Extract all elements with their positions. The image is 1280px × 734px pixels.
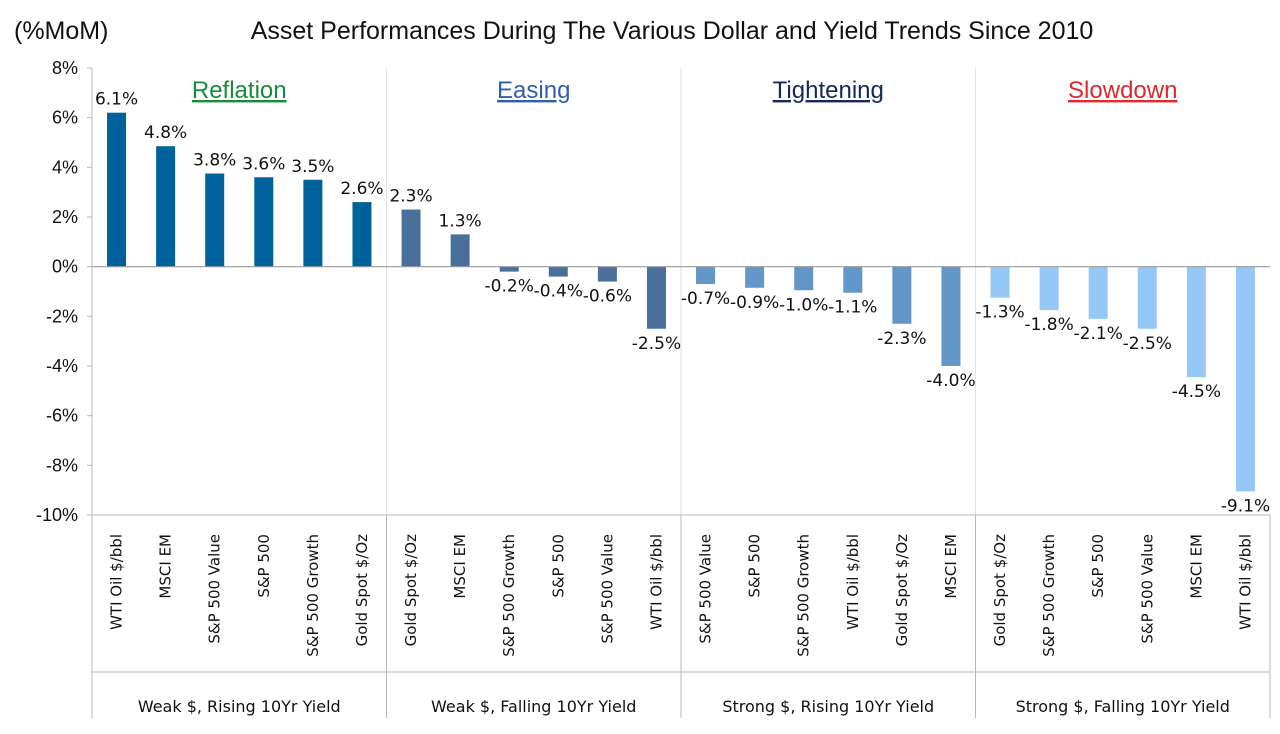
category-label: Gold Spot $/Oz — [402, 534, 420, 647]
bar — [745, 266, 765, 288]
group-label: Weak $, Falling 10Yr Yield — [431, 697, 636, 716]
data-label: -2.5% — [1123, 334, 1172, 354]
data-label: -1.1% — [828, 298, 877, 318]
y-tick-label: 0% — [52, 257, 78, 277]
data-label: -9.1% — [1221, 496, 1270, 516]
regime-title: Easing — [497, 77, 570, 104]
bars-layer — [107, 112, 1255, 492]
bar — [892, 266, 912, 324]
bar — [941, 266, 961, 366]
group-label: Strong $, Rising 10Yr Yield — [722, 697, 934, 716]
category-label: S&P 500 Growth — [500, 534, 518, 657]
category-label: MSCI EM — [1187, 534, 1205, 599]
bar — [843, 266, 863, 293]
bar — [254, 177, 274, 267]
data-label: -1.3% — [975, 303, 1024, 323]
bar — [450, 234, 470, 267]
category-label: S&P 500 — [746, 534, 764, 598]
category-label: WTI Oil $/bbl — [108, 534, 126, 630]
chart-title: Asset Performances During The Various Do… — [251, 17, 1094, 45]
y-tick-label: 6% — [52, 108, 78, 128]
bar — [156, 146, 176, 267]
data-label: -0.4% — [534, 282, 583, 302]
data-label: 3.6% — [242, 154, 285, 174]
bar — [1088, 266, 1108, 319]
group-label: Strong $, Falling 10Yr Yield — [1016, 697, 1230, 716]
category-label: MSCI EM — [157, 534, 175, 599]
category-label: S&P 500 Value — [697, 534, 715, 644]
category-label: WTI Oil $/bbl — [1236, 534, 1254, 630]
bar — [1039, 266, 1059, 311]
bar — [205, 173, 225, 267]
data-label: 4.8% — [144, 123, 187, 143]
data-label: -0.6% — [583, 287, 632, 307]
bar — [1235, 266, 1255, 492]
category-label: Gold Spot $/Oz — [991, 534, 1009, 647]
y-tick-label: 2% — [52, 207, 78, 227]
bar — [499, 266, 519, 272]
data-label: 6.1% — [95, 90, 138, 110]
y-tick-label: -2% — [46, 306, 78, 326]
category-label: S&P 500 Growth — [795, 534, 813, 657]
category-label: S&P 500 — [255, 534, 273, 598]
data-label: -2.1% — [1074, 324, 1123, 344]
y-axis-unit-label: (%MoM) — [14, 17, 108, 45]
data-label: -0.7% — [681, 289, 730, 309]
category-label: Gold Spot $/Oz — [893, 534, 911, 647]
data-label: -2.5% — [632, 334, 681, 354]
data-label: -2.3% — [877, 329, 926, 349]
category-label: S&P 500 Growth — [1040, 534, 1058, 657]
category-label: S&P 500 Value — [598, 534, 616, 644]
data-label: -4.5% — [1172, 382, 1221, 402]
bar — [548, 266, 568, 277]
bar — [696, 266, 716, 285]
bar — [597, 266, 617, 282]
regime-title: Slowdown — [1068, 77, 1177, 104]
data-label: -1.0% — [779, 295, 828, 315]
data-label: -1.8% — [1024, 315, 1073, 335]
data-label: -0.9% — [730, 293, 779, 313]
y-tick-label: -4% — [46, 356, 78, 376]
y-tick-label: -10% — [36, 505, 78, 525]
bar — [401, 209, 421, 267]
axis-layer: 8% 6% 4% 2% 0% -2% -4% -6% -8% -10% Weak $, Rising… — [36, 58, 1271, 718]
y-tick-label: -8% — [46, 455, 78, 475]
category-label: S&P 500 Growth — [304, 534, 322, 657]
bar — [303, 179, 323, 267]
regime-title: Reflation — [192, 77, 287, 104]
regime-title: Tightening — [773, 77, 884, 104]
data-labels-layer: Reflation 6.1% 4.8% 3.8% 3.6% 3.5% 2.6% Easing 2… — [95, 77, 1270, 516]
data-label: 3.5% — [291, 157, 334, 177]
category-label: WTI Oil $/bbl — [647, 534, 665, 630]
y-tick-label: -6% — [46, 406, 78, 426]
data-label: -0.2% — [485, 277, 534, 297]
category-label: S&P 500 — [549, 534, 567, 598]
category-label: S&P 500 — [1089, 534, 1107, 598]
data-label: 3.8% — [193, 151, 236, 171]
y-tick-label: 8% — [52, 58, 78, 78]
category-label: Gold Spot $/Oz — [353, 534, 371, 647]
category-label: S&P 500 Value — [206, 534, 224, 644]
data-label: -4.0% — [926, 371, 975, 391]
bar — [990, 266, 1010, 298]
group-label: Weak $, Rising 10Yr Yield — [138, 697, 341, 716]
category-label: S&P 500 Value — [1138, 534, 1156, 644]
category-label: MSCI EM — [451, 534, 469, 599]
data-label: 2.3% — [389, 187, 432, 207]
grid-layer — [386, 68, 976, 515]
y-tick-label: 4% — [52, 157, 78, 177]
bar — [646, 266, 666, 329]
data-label: 2.6% — [340, 179, 383, 199]
bar — [107, 112, 127, 267]
data-label: 1.3% — [439, 211, 482, 231]
category-label: MSCI EM — [942, 534, 960, 599]
bar — [1137, 266, 1157, 329]
category-label: WTI Oil $/bbl — [844, 534, 862, 630]
bar — [352, 202, 372, 267]
bar — [1186, 266, 1206, 378]
bar — [794, 266, 814, 291]
